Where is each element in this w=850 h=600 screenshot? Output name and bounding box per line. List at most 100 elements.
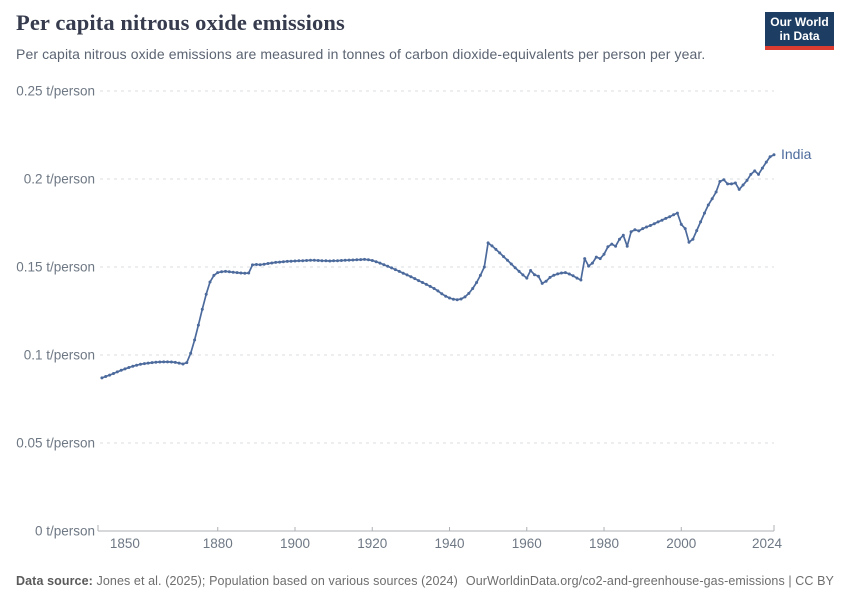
data-point[interactable] [668, 215, 672, 219]
data-point[interactable] [675, 211, 679, 215]
data-point[interactable] [196, 323, 200, 327]
data-point[interactable] [448, 296, 451, 300]
data-point[interactable] [471, 287, 475, 290]
data-point[interactable] [200, 307, 204, 311]
data-point[interactable] [285, 259, 289, 263]
data-point[interactable] [405, 273, 409, 277]
data-point[interactable] [112, 372, 115, 375]
data-point[interactable] [556, 272, 560, 276]
data-point[interactable] [258, 263, 262, 267]
data-point[interactable] [536, 274, 540, 278]
data-point[interactable] [270, 261, 274, 265]
data-point[interactable] [683, 227, 687, 231]
data-point[interactable] [695, 229, 699, 233]
data-point[interactable] [703, 211, 706, 215]
data-point[interactable] [618, 237, 621, 241]
data-point[interactable] [401, 271, 405, 275]
data-point[interactable] [548, 275, 552, 279]
data-point[interactable] [417, 279, 421, 283]
data-point[interactable] [374, 260, 378, 264]
data-point[interactable] [517, 269, 521, 273]
data-point[interactable] [436, 289, 440, 293]
data-point[interactable] [166, 360, 169, 364]
data-point[interactable] [146, 361, 150, 365]
data-point[interactable] [482, 265, 486, 269]
data-point[interactable] [169, 360, 173, 364]
data-point[interactable] [521, 273, 525, 277]
data-point[interactable] [525, 276, 529, 280]
data-point[interactable] [393, 268, 397, 272]
data-point[interactable] [262, 262, 266, 266]
data-point[interactable] [602, 252, 606, 256]
data-point[interactable] [390, 266, 394, 270]
data-point[interactable] [540, 281, 544, 285]
data-point[interactable] [768, 155, 772, 159]
data-point[interactable] [718, 180, 722, 183]
data-point[interactable] [220, 270, 224, 274]
data-point[interactable] [722, 178, 726, 182]
data-point[interactable] [475, 281, 479, 284]
data-point[interactable] [598, 257, 602, 261]
data-point[interactable] [451, 297, 455, 301]
data-point[interactable] [343, 258, 347, 262]
data-point[interactable] [567, 272, 571, 276]
data-point[interactable] [332, 259, 336, 263]
data-point[interactable] [185, 361, 189, 365]
data-point[interactable] [621, 233, 625, 237]
data-point[interactable] [309, 258, 312, 262]
data-point[interactable] [757, 172, 760, 176]
data-point[interactable] [397, 269, 401, 273]
data-point[interactable] [529, 269, 533, 272]
data-point[interactable] [224, 269, 227, 273]
data-point[interactable] [301, 259, 305, 263]
data-point[interactable] [560, 271, 563, 275]
data-point[interactable] [672, 213, 676, 217]
data-point[interactable] [281, 260, 285, 264]
series-label-india[interactable]: India [781, 146, 812, 162]
data-point[interactable] [710, 197, 714, 201]
data-point[interactable] [637, 229, 641, 233]
data-point[interactable] [498, 251, 502, 255]
data-point[interactable] [444, 294, 448, 298]
data-point[interactable] [139, 362, 142, 366]
data-point[interactable] [641, 227, 645, 231]
data-point[interactable] [478, 273, 482, 277]
data-point[interactable] [135, 363, 139, 367]
data-point[interactable] [753, 169, 757, 173]
data-point[interactable] [347, 258, 351, 262]
data-point[interactable] [706, 203, 710, 207]
data-point[interactable] [123, 367, 127, 371]
data-point[interactable] [108, 373, 112, 377]
data-point[interactable] [737, 187, 741, 191]
data-point[interactable] [760, 166, 764, 170]
data-point[interactable] [614, 244, 618, 248]
data-point[interactable] [583, 257, 587, 261]
data-point[interactable] [251, 263, 254, 267]
data-point[interactable] [127, 366, 131, 369]
data-point[interactable] [587, 264, 591, 268]
data-point[interactable] [115, 370, 119, 374]
data-point[interactable] [563, 271, 567, 275]
data-point[interactable] [158, 360, 162, 364]
data-point[interactable] [455, 298, 459, 302]
data-point[interactable] [494, 247, 498, 251]
data-point[interactable] [432, 287, 436, 290]
data-point[interactable] [266, 262, 270, 265]
data-point[interactable] [370, 259, 374, 262]
data-point[interactable] [552, 273, 556, 277]
data-point[interactable] [382, 263, 386, 267]
data-point[interactable] [142, 362, 146, 366]
data-point[interactable] [691, 237, 695, 241]
data-point[interactable] [366, 258, 370, 262]
data-point[interactable] [177, 361, 181, 365]
data-point[interactable] [428, 284, 432, 288]
data-point[interactable] [355, 258, 359, 262]
data-point[interactable] [150, 361, 154, 365]
data-point[interactable] [212, 273, 216, 277]
data-point[interactable] [699, 220, 703, 224]
data-point[interactable] [544, 279, 548, 283]
data-point[interactable] [513, 266, 517, 270]
data-point[interactable] [652, 222, 656, 226]
data-point[interactable] [463, 295, 467, 299]
data-point[interactable] [216, 271, 220, 275]
